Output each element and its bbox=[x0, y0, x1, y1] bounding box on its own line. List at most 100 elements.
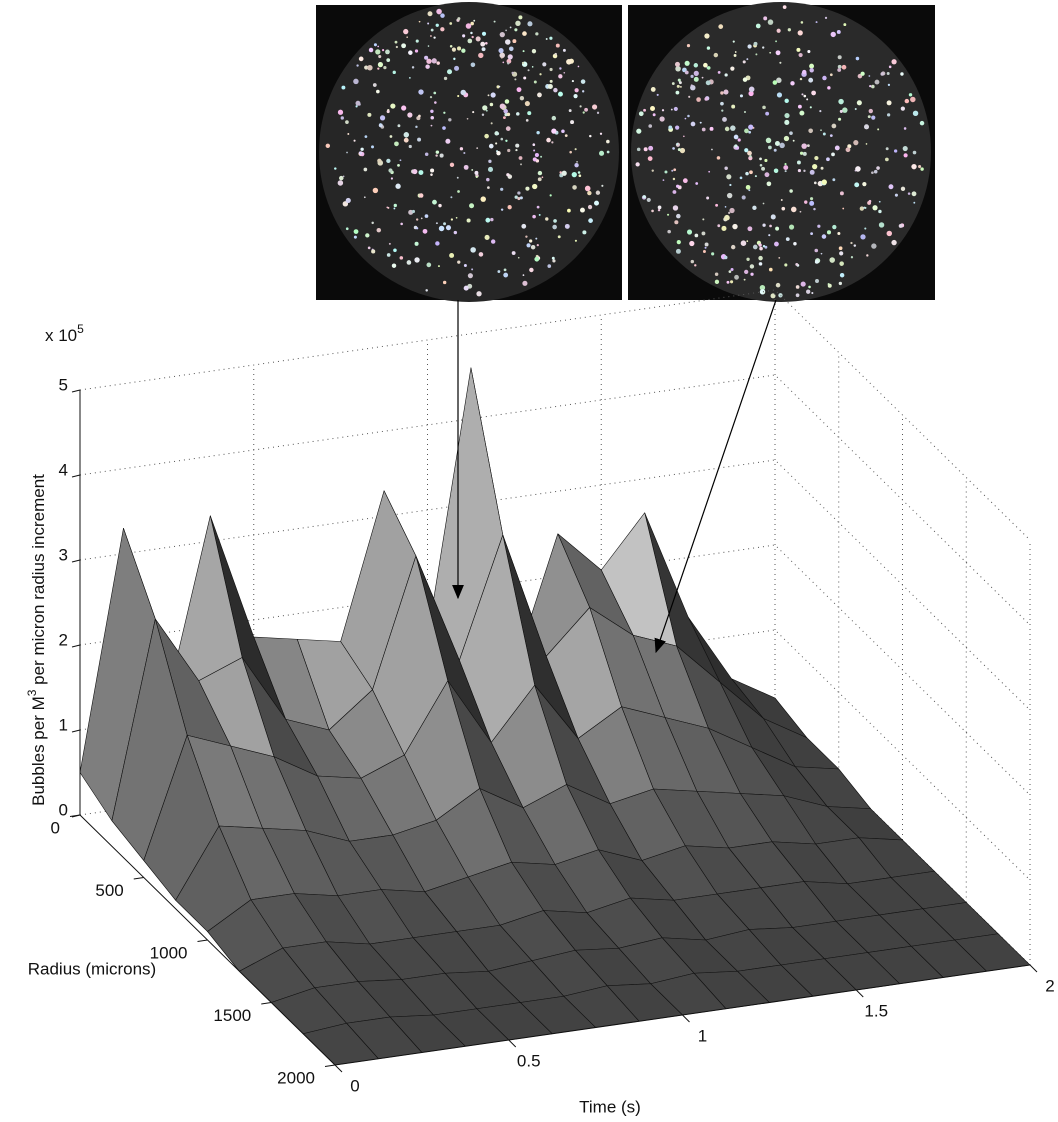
speckle bbox=[747, 44, 752, 49]
speckle bbox=[462, 34, 466, 38]
speckle bbox=[754, 175, 757, 178]
speckle bbox=[466, 218, 471, 223]
speckle bbox=[679, 147, 686, 154]
speckle bbox=[839, 191, 844, 196]
speckle bbox=[758, 255, 763, 261]
speckle bbox=[363, 196, 366, 199]
speckle bbox=[684, 70, 689, 75]
speckle bbox=[752, 127, 755, 129]
speckle bbox=[831, 123, 837, 129]
speckle bbox=[430, 124, 433, 127]
speckle bbox=[561, 129, 565, 134]
speckle bbox=[748, 86, 755, 93]
speckle bbox=[676, 240, 681, 245]
x-tick bbox=[855, 989, 864, 998]
speckle bbox=[664, 170, 668, 174]
y-tick-label: 0 bbox=[51, 818, 60, 837]
speckle bbox=[407, 112, 413, 118]
speckle bbox=[675, 248, 681, 254]
z-tick bbox=[71, 729, 81, 733]
speckle bbox=[399, 159, 402, 162]
speckle bbox=[701, 231, 706, 236]
speckle bbox=[647, 156, 653, 161]
speckle bbox=[574, 88, 579, 93]
speckle bbox=[834, 145, 840, 151]
speckle bbox=[420, 217, 423, 220]
speckle bbox=[559, 67, 562, 70]
speckle bbox=[808, 128, 813, 134]
speckle bbox=[478, 252, 484, 257]
speckle bbox=[813, 181, 817, 185]
speckle bbox=[887, 83, 891, 87]
speckle bbox=[693, 63, 699, 68]
speckle bbox=[672, 205, 679, 211]
speckle bbox=[868, 199, 872, 203]
speckle bbox=[580, 207, 585, 213]
speckle bbox=[466, 117, 469, 120]
speckle bbox=[573, 94, 578, 99]
speckle bbox=[574, 148, 577, 151]
speckle bbox=[855, 56, 860, 61]
speckle bbox=[693, 76, 699, 82]
speckle bbox=[453, 230, 458, 235]
speckle bbox=[509, 26, 512, 29]
speckle bbox=[415, 39, 419, 43]
speckle bbox=[538, 213, 541, 216]
speckle bbox=[908, 93, 913, 97]
speckle bbox=[744, 269, 749, 275]
speckle bbox=[403, 137, 409, 143]
speckle bbox=[411, 209, 416, 214]
speckle bbox=[427, 45, 430, 47]
speckle bbox=[762, 105, 766, 110]
z-label-part: per micron radius increment bbox=[29, 474, 48, 690]
speckle bbox=[594, 200, 599, 206]
speckle bbox=[549, 36, 553, 40]
speckle bbox=[457, 46, 462, 51]
speckle bbox=[395, 45, 398, 49]
speckle bbox=[459, 147, 464, 151]
speckle bbox=[717, 224, 721, 228]
speckle bbox=[759, 289, 766, 295]
speckle bbox=[424, 214, 429, 218]
speckle bbox=[711, 148, 713, 151]
speckle bbox=[425, 289, 428, 292]
speckle bbox=[842, 107, 848, 113]
speckle bbox=[871, 115, 876, 120]
speckle bbox=[371, 145, 374, 149]
speckle bbox=[453, 57, 456, 61]
speckle bbox=[821, 234, 827, 239]
speckle bbox=[673, 168, 677, 172]
speckle bbox=[503, 116, 506, 120]
speckle bbox=[850, 256, 854, 259]
speckle bbox=[377, 62, 384, 68]
speckle bbox=[748, 90, 754, 97]
speckle bbox=[376, 89, 380, 94]
speckle bbox=[891, 59, 897, 65]
speckle bbox=[353, 229, 359, 234]
speckle bbox=[776, 92, 783, 98]
z-tick bbox=[71, 474, 81, 478]
speckle bbox=[551, 256, 555, 260]
speckle bbox=[433, 91, 437, 95]
speckle bbox=[675, 142, 681, 147]
speckle bbox=[341, 85, 346, 90]
speckle bbox=[434, 101, 437, 104]
speckle bbox=[503, 108, 508, 114]
speckle bbox=[827, 86, 831, 90]
speckle bbox=[783, 165, 789, 170]
speckle bbox=[829, 134, 833, 138]
speckle bbox=[758, 262, 763, 266]
speckle bbox=[368, 47, 374, 53]
speckle bbox=[595, 190, 601, 195]
speckle bbox=[877, 128, 880, 131]
speckle bbox=[364, 135, 368, 139]
speckle bbox=[549, 67, 553, 72]
speckle bbox=[463, 164, 469, 170]
speckle bbox=[911, 163, 917, 170]
speckle bbox=[440, 13, 445, 18]
speckle bbox=[659, 116, 665, 122]
speckle bbox=[885, 157, 889, 162]
speckle bbox=[749, 155, 752, 158]
speckle bbox=[898, 223, 903, 228]
speckle bbox=[438, 225, 445, 232]
